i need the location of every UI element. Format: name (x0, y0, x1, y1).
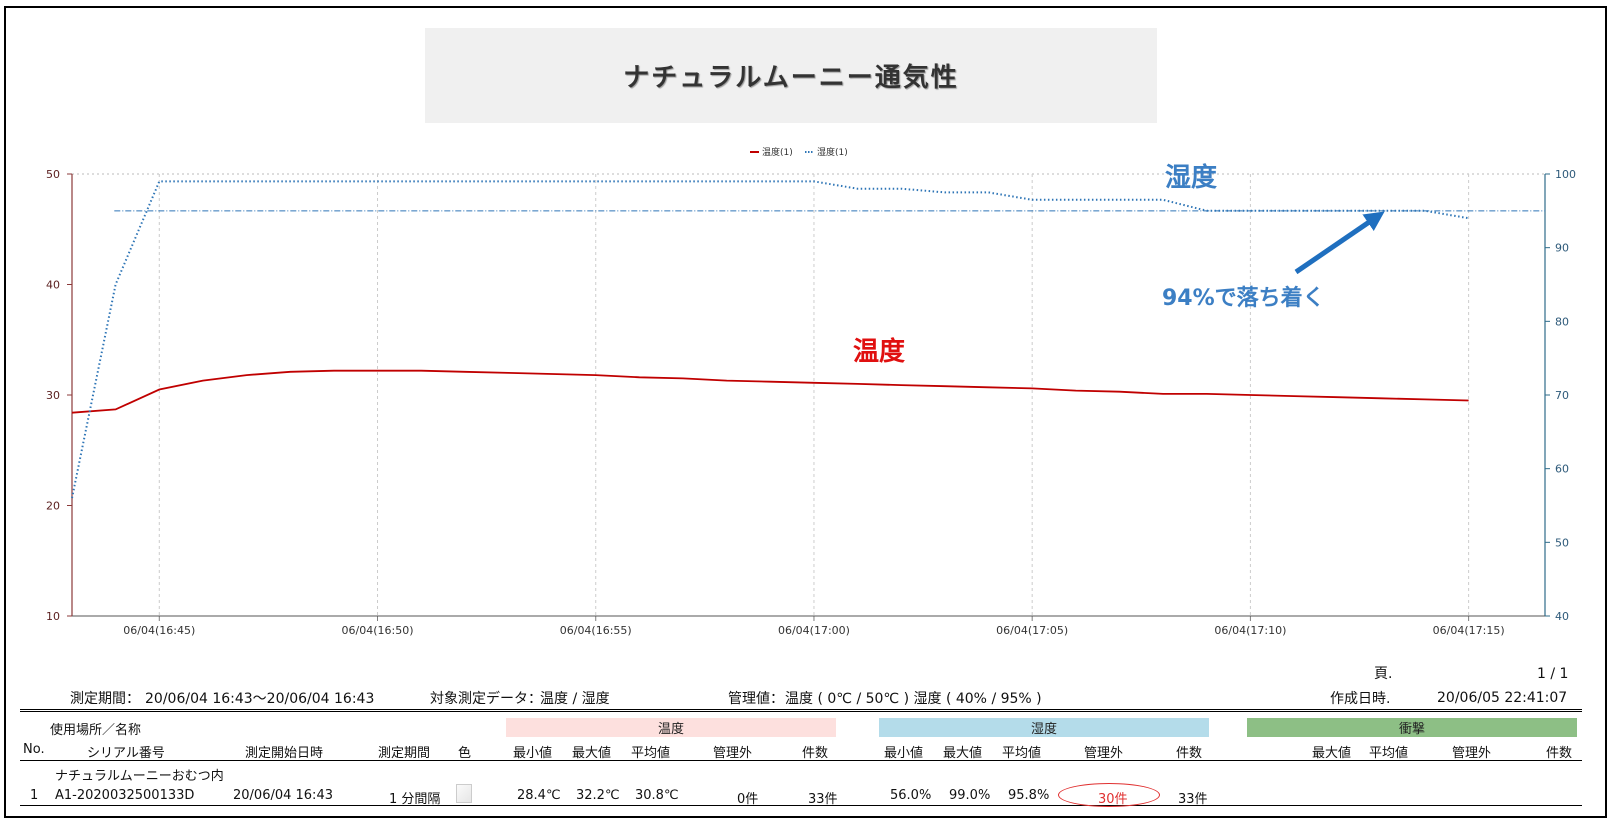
period-label: 測定期間： (70, 691, 140, 707)
y-right-tick-label: 60 (1555, 463, 1569, 476)
row-start: 20/06/04 16:43 (233, 788, 333, 803)
col-temp-max: 最大値 (572, 746, 612, 761)
annotation-temperature-label: 温度 (853, 336, 905, 367)
col-hum-max: 最大値 (943, 746, 983, 761)
target-value: 温度 / 湿度 (540, 691, 610, 707)
y-right-tick-label: 70 (1555, 389, 1569, 402)
temperature-group-header: 温度 (506, 718, 836, 737)
row-temp-out: 0件 (737, 792, 759, 807)
col-hum-avg: 平均値 (1002, 746, 1042, 761)
col-temp-out: 管理外 (713, 746, 753, 761)
row-temp-min: 28.4℃ (517, 788, 561, 803)
x-tick-label: 06/04(16:50) (342, 624, 414, 637)
x-tick-label: 06/04(17:00) (778, 624, 850, 637)
row-hum-count: 33件 (1178, 792, 1208, 807)
x-tick-label: 06/04(16:45) (123, 624, 195, 637)
page-value: 1 / 1 (1537, 666, 1569, 682)
annotation-settle-note: 94%で落ち着く (1162, 285, 1325, 311)
col-shock-count: 件数 (1546, 746, 1573, 761)
y-left-tick-label: 30 (46, 389, 60, 402)
y-right-tick-label: 90 (1555, 242, 1569, 255)
row-hum-avg: 95.8% (1008, 788, 1050, 803)
out-of-range-highlight (1058, 783, 1160, 807)
line-chart: 06/04(16:45) 06/04(16:50) 06/04(16:55) 06/0… (46, 146, 1576, 637)
row-no: 1 (30, 788, 39, 803)
chart-title: ナチュラルムーニー通気性 (623, 63, 959, 93)
row-hum-max: 99.0% (949, 788, 991, 803)
table-top-rule (20, 709, 1582, 712)
y-right-tick-label: 40 (1555, 610, 1569, 623)
annotation-arrow (1294, 211, 1385, 275)
row-temp-avg: 30.8℃ (635, 788, 679, 803)
col-color: 色 (458, 746, 472, 761)
col-shock-avg: 平均値 (1369, 746, 1409, 761)
period-value: 20/06/04 16:43～20/06/04 16:43 (145, 691, 375, 707)
control-label: 管理値： (728, 691, 784, 707)
row-interval: 1 分間隔 (389, 792, 441, 807)
x-tick-label: 06/04(16:55) (560, 624, 632, 637)
created-label: 作成日時. (1330, 691, 1391, 707)
row-name: ナチュラルムーニーおむつ内 (55, 769, 224, 784)
col-temp-min: 最小値 (513, 746, 553, 761)
location-header: 使用場所／名称 (50, 723, 142, 738)
col-hum-out: 管理外 (1084, 746, 1124, 761)
y-right-tick-label: 100 (1555, 168, 1576, 181)
col-hum-min: 最小値 (884, 746, 924, 761)
temperature-series-line (71, 369, 1469, 414)
row-color-swatch (456, 784, 472, 803)
row-serial: A1-2020032500133D (55, 788, 195, 803)
control-value: 温度 ( 0℃ / 50℃ ) 湿度 ( 40% / 95% ) (785, 691, 1042, 707)
col-shock-out: 管理外 (1452, 746, 1492, 761)
report-frame (4, 6, 1607, 818)
row-temp-count: 33件 (808, 792, 838, 807)
col-hum-count: 件数 (1176, 746, 1203, 761)
col-temp-count: 件数 (802, 746, 829, 761)
legend-label-temperature: 温度(1) (762, 146, 793, 158)
col-start: 測定開始日時 (245, 746, 324, 761)
row-hum-min: 56.0% (890, 788, 932, 803)
col-temp-avg: 平均値 (631, 746, 671, 761)
created-value: 20/06/05 22:41:07 (1437, 690, 1568, 706)
x-tick-label: 06/04(17:05) (996, 624, 1068, 637)
table-bottom-rule (20, 805, 1582, 806)
y-right-tick-label: 50 (1555, 536, 1569, 549)
legend-label-humidity: 湿度(1) (817, 146, 848, 158)
humidity-series-line (71, 180, 1469, 499)
y-left-tick-label: 50 (46, 168, 60, 181)
humidity-group-header: 湿度 (879, 718, 1209, 737)
row-temp-max: 32.2℃ (576, 788, 620, 803)
col-interval: 測定期間 (378, 746, 431, 761)
shock-group-header: 衝撃 (1247, 718, 1577, 737)
y-right-tick-label: 80 (1555, 315, 1569, 328)
col-no: No. (23, 742, 45, 757)
y-left-tick-label: 10 (46, 610, 60, 623)
table-header-rule (20, 760, 1582, 761)
target-label: 対象測定データ： (430, 691, 542, 707)
x-tick-label: 06/04(17:15) (1433, 624, 1505, 637)
page-label: 頁. (1374, 666, 1393, 682)
annotation-humidity-label: 湿度 (1165, 162, 1217, 193)
col-serial: シリアル番号 (87, 746, 165, 761)
col-shock-max: 最大値 (1312, 746, 1352, 761)
y-left-tick-label: 20 (46, 500, 60, 513)
title-banner: ナチュラルムーニー通気性 (425, 28, 1157, 123)
y-left-tick-label: 40 (46, 279, 60, 292)
row-hum-out: 30件 (1098, 792, 1128, 807)
x-tick-label: 06/04(17:10) (1214, 624, 1286, 637)
